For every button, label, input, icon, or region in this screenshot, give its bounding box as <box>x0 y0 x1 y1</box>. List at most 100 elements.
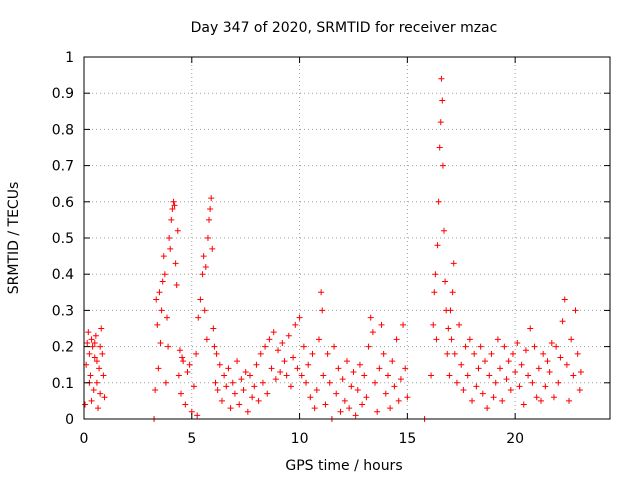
data-point <box>264 390 271 397</box>
data-point <box>268 365 275 372</box>
data-point <box>473 383 480 390</box>
data-point <box>315 336 322 343</box>
data-point <box>486 372 493 379</box>
data-point <box>283 372 290 379</box>
data-point <box>309 350 316 357</box>
data-point <box>324 350 331 357</box>
data-point <box>490 394 497 401</box>
data-point <box>208 195 215 202</box>
y-tick-label: 0.3 <box>52 303 74 319</box>
data-point <box>570 372 577 379</box>
data-point <box>505 358 512 365</box>
data-point <box>311 405 318 412</box>
data-point <box>464 372 471 379</box>
data-point <box>553 343 560 350</box>
data-point <box>378 321 385 328</box>
data-point <box>542 383 549 390</box>
data-point <box>275 347 282 354</box>
data-point <box>529 379 536 386</box>
data-point <box>313 387 320 394</box>
data-point <box>221 372 228 379</box>
data-point <box>326 379 333 386</box>
data-point <box>231 390 238 397</box>
data-point <box>197 296 204 303</box>
data-point <box>441 227 448 234</box>
data-point <box>225 365 232 372</box>
x-tick-label: 10 <box>291 431 309 447</box>
data-point <box>397 376 404 383</box>
x-tick-label: 20 <box>506 431 524 447</box>
data-point <box>559 318 566 325</box>
y-tick-label: 0.9 <box>52 86 74 102</box>
data-point <box>568 336 575 343</box>
data-point <box>182 401 189 408</box>
data-point <box>259 379 266 386</box>
data-point <box>365 343 372 350</box>
data-point <box>91 339 98 346</box>
data-point <box>87 372 94 379</box>
data-point <box>165 343 172 350</box>
data-point <box>350 368 357 375</box>
data-point <box>516 383 523 390</box>
data-point <box>88 336 95 343</box>
data-point <box>84 339 91 346</box>
data-point <box>157 339 164 346</box>
data-point <box>202 263 209 270</box>
data-point <box>166 235 173 241</box>
data-point <box>374 408 381 415</box>
data-point <box>460 387 467 394</box>
y-tick-label: 1 <box>65 50 74 66</box>
y-tick-label: 0.5 <box>52 231 74 247</box>
data-point <box>444 350 451 357</box>
data-point <box>557 354 564 361</box>
data-point <box>253 361 260 368</box>
data-point <box>85 329 92 336</box>
data-point <box>200 253 207 260</box>
data-point <box>246 372 253 379</box>
data-point <box>361 372 368 379</box>
data-point <box>305 361 312 368</box>
data-point <box>193 350 200 357</box>
data-point <box>82 401 89 408</box>
data-point <box>469 397 476 404</box>
data-point <box>400 321 407 328</box>
data-point <box>272 376 279 383</box>
data-point <box>262 343 269 350</box>
data-point <box>281 358 288 365</box>
data-point <box>449 289 456 296</box>
data-point <box>95 405 102 412</box>
data-point <box>203 336 210 343</box>
data-point <box>445 325 452 332</box>
data-point <box>437 119 444 126</box>
data-point <box>296 314 303 321</box>
data-point <box>380 350 387 357</box>
data-point <box>180 358 187 365</box>
y-tick-label: 0.2 <box>52 340 74 356</box>
data-point <box>341 397 348 404</box>
y-tick-label: 0.8 <box>52 122 74 138</box>
data-point <box>320 372 327 379</box>
data-point <box>356 361 363 368</box>
data-point <box>156 289 163 296</box>
data-point <box>303 379 310 386</box>
data-point <box>395 397 402 404</box>
data-point <box>234 358 241 365</box>
data-point <box>453 379 460 386</box>
data-point <box>514 339 521 346</box>
data-point <box>319 307 326 314</box>
data-point <box>439 97 446 104</box>
data-point <box>546 368 553 375</box>
y-tick-label: 0.7 <box>52 159 74 175</box>
data-point <box>100 372 107 379</box>
data-point <box>172 260 179 267</box>
data-point <box>492 379 499 386</box>
data-point <box>531 343 538 350</box>
data-point <box>471 350 478 357</box>
data-point <box>384 372 391 379</box>
data-point <box>391 383 398 390</box>
data-point <box>207 206 214 213</box>
data-point <box>572 307 579 314</box>
data-point <box>479 390 486 397</box>
data-point <box>257 350 264 357</box>
data-point <box>213 350 220 357</box>
